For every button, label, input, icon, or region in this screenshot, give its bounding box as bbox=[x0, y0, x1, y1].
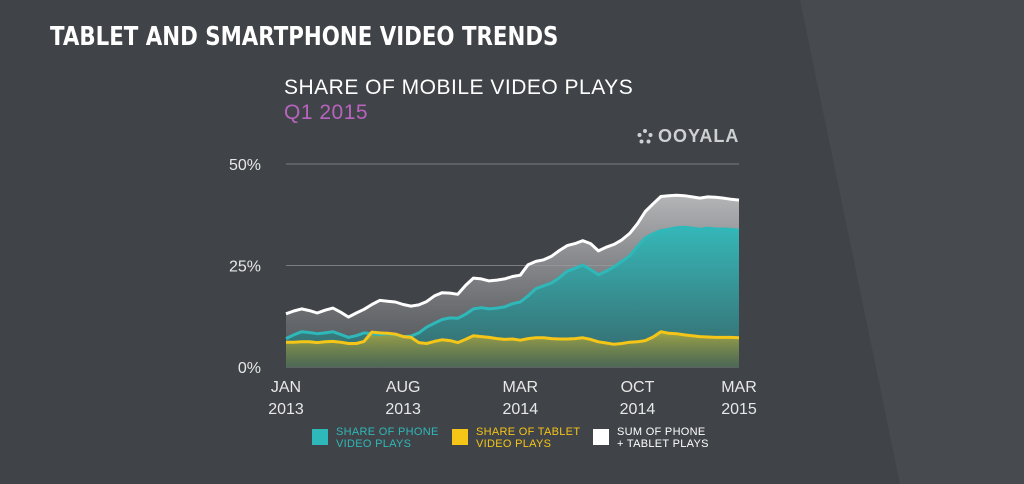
legend-swatch-sum bbox=[593, 429, 609, 445]
brand-name: OOYALA bbox=[658, 126, 740, 146]
area-fills bbox=[286, 195, 739, 367]
y-tick-label: 25% bbox=[229, 259, 261, 276]
sum-line bbox=[285, 193, 740, 319]
x-tick-label: OCT 2014 bbox=[620, 379, 656, 418]
chart-subtitle: Q1 2015 bbox=[284, 101, 369, 124]
y-tick-label: 0% bbox=[238, 360, 261, 377]
chart-title: SHARE OF MOBILE VIDEO PLAYS bbox=[284, 76, 634, 99]
tablet-area bbox=[286, 331, 739, 367]
phone-area bbox=[286, 227, 739, 367]
x-tick-label: MAR 2014 bbox=[503, 379, 539, 418]
x-tick-label: MAR 2015 bbox=[721, 379, 757, 418]
tablet-line bbox=[286, 330, 740, 346]
page-title: TABLET AND SMARTPHONE VIDEO TRENDS bbox=[50, 22, 559, 52]
x-tick-label: AUG 2013 bbox=[385, 379, 421, 418]
legend-label-sum: SUM OF PHONE + TABLET PLAYS bbox=[617, 426, 709, 450]
ooyala-dots-logo-icon bbox=[637, 128, 653, 143]
legend-label-tablet: SHARE OF TABLET VIDEO PLAYS bbox=[476, 426, 581, 450]
legend-swatch-phone bbox=[312, 429, 328, 445]
y-tick-label: 50% bbox=[229, 157, 261, 174]
y-axis-ticks: 50% 25% 0% bbox=[229, 157, 261, 377]
x-tick-label: JAN 2013 bbox=[268, 379, 304, 418]
x-axis-ticks: JAN 2013 AUG 2013 MAR 2014 OCT 2014 MAR 2015 bbox=[268, 379, 757, 418]
legend-item-phone: SHARE OF PHONE VIDEO PLAYS bbox=[312, 426, 439, 450]
legend-swatch-tablet bbox=[452, 429, 468, 445]
brand-logo: OOYALA bbox=[636, 126, 739, 147]
series-lines bbox=[285, 193, 740, 346]
legend-item-tablet: SHARE OF TABLET VIDEO PLAYS bbox=[452, 426, 580, 450]
phone-line bbox=[285, 225, 740, 340]
legend-item-sum: SUM OF PHONE + TABLET PLAYS bbox=[593, 426, 709, 450]
legend-label-phone: SHARE OF PHONE VIDEO PLAYS bbox=[336, 426, 439, 450]
